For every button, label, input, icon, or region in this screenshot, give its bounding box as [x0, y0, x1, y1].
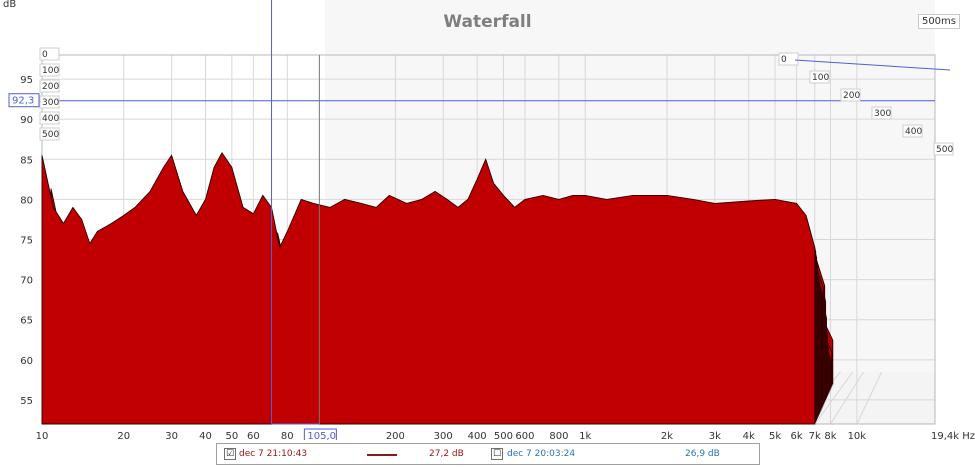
time-tick-label-left: 300 — [42, 98, 59, 108]
x-tick-label: 10k — [848, 431, 867, 440]
time-tick-label-left: 500 — [42, 130, 59, 140]
x-tick-label: 800 — [549, 431, 568, 440]
cursor-x-label: 105,0 — [307, 431, 336, 440]
y-tick-label: 75 — [20, 236, 33, 247]
time-tick-box-right — [871, 106, 892, 120]
cursor-y-label: 92,3 — [12, 96, 34, 107]
time-tick-label-right: 200 — [843, 91, 860, 101]
x-tick-label: 5k — [769, 431, 781, 440]
y-tick-label: 65 — [20, 316, 33, 327]
time-tick-box-right — [809, 70, 830, 84]
time-tick-label-left: 200 — [42, 82, 59, 92]
time-tick-label-left: 400 — [42, 114, 59, 124]
time-tick-box-right — [902, 124, 923, 138]
legend-checkbox-1[interactable]: ☑ — [224, 448, 236, 460]
x-tick-label: 20 — [117, 431, 130, 440]
grid-floor-line — [856, 371, 883, 425]
chart-title: Waterfall — [443, 12, 532, 32]
legend-bar: ☑ dec 7 21:10:43 27,2 dB ☐ dec 7 20:03:2… — [216, 443, 760, 465]
cursor-lines[interactable] — [42, 0, 935, 425]
time-tick-box-right — [840, 88, 861, 102]
time-tick-box-left — [39, 79, 60, 93]
y-tick-label: 85 — [20, 155, 33, 166]
x-tick-label: 300 — [434, 431, 453, 440]
x-tick-label: 1k — [579, 431, 591, 440]
y-tick-label: 90 — [20, 115, 33, 126]
x-tick-label: 50 — [225, 431, 238, 440]
waterfall-slices — [41, 152, 834, 425]
legend-checkbox-2[interactable]: ☐ — [491, 448, 503, 460]
y-tick-label: 60 — [20, 356, 33, 367]
x-tick-label: 10 — [36, 431, 49, 440]
waterfall-plot[interactable]: 95 90 85 80 75 70 65 60 55 10 20 30 40 50 60 80 200 300 40… — [0, 0, 975, 440]
time-tick-label-left: 0 — [42, 50, 48, 60]
legend-value-1: 27,2 dB — [429, 449, 464, 459]
cursor-diagonal — [794, 59, 951, 71]
time-tick-box-left — [39, 63, 60, 77]
y-tick-label: 55 — [20, 396, 33, 407]
cursor-x-box — [303, 428, 337, 440]
time-tick-box-right — [933, 142, 954, 156]
cursor-y-box — [8, 93, 40, 108]
y-axis-unit: dB — [3, 0, 17, 10]
time-tick-label-right: 300 — [874, 109, 891, 119]
time-tick-box-right — [778, 52, 799, 66]
x-tick-label: 6k — [790, 431, 802, 440]
x-tick-label: 7k — [809, 431, 821, 440]
legend-swatch-1 — [367, 454, 397, 456]
time-tick-label-right: 500 — [936, 145, 953, 155]
waterfall-slice — [41, 152, 816, 425]
x-tick-label: 400 — [468, 431, 487, 440]
x-tick-label: 200 — [386, 431, 405, 440]
time-tick-label-right: 100 — [812, 73, 829, 83]
time-tick-box-left — [39, 47, 60, 61]
x-tick-label: 30 — [165, 431, 178, 440]
axis-labels: 95 90 85 80 75 70 65 60 55 10 20 30 40 50 60 80 200 300 40… — [8, 47, 975, 440]
x-tick-label: 40 — [199, 431, 212, 440]
time-tick-box-left — [39, 111, 60, 125]
x-tick-label: 8k — [824, 431, 836, 440]
x-tick-label: 80 — [281, 431, 294, 440]
time-tick-label-left: 100 — [42, 66, 59, 76]
time-range-label: 500ms — [917, 14, 960, 29]
x-tick-label: 4k — [743, 431, 755, 440]
grid-floor-line — [814, 371, 854, 425]
legend-label-1: dec 7 21:10:43 — [239, 449, 308, 459]
x-tick-label: 3k — [709, 431, 721, 440]
y-tick-label: 80 — [20, 195, 33, 206]
time-tick-box-left — [39, 95, 60, 109]
y-tick-label: 95 — [20, 75, 33, 86]
legend-label-2: dec 7 20:03:24 — [507, 449, 576, 459]
x-tick-label: 500 — [494, 431, 513, 440]
y-tick-label: 70 — [20, 276, 33, 287]
grid-floor-line — [830, 371, 865, 425]
time-tick-label-right: 0 — [781, 55, 787, 65]
time-tick-box-left — [39, 127, 60, 141]
x-tick-label: 600 — [515, 431, 534, 440]
x-tick-label: 2k — [661, 431, 673, 440]
legend-value-2: 26,9 dB — [685, 449, 720, 459]
time-tick-label-right: 400 — [905, 127, 922, 137]
x-tick-label: 60 — [247, 431, 260, 440]
x-tick-label: 19,4k Hz — [931, 431, 975, 440]
